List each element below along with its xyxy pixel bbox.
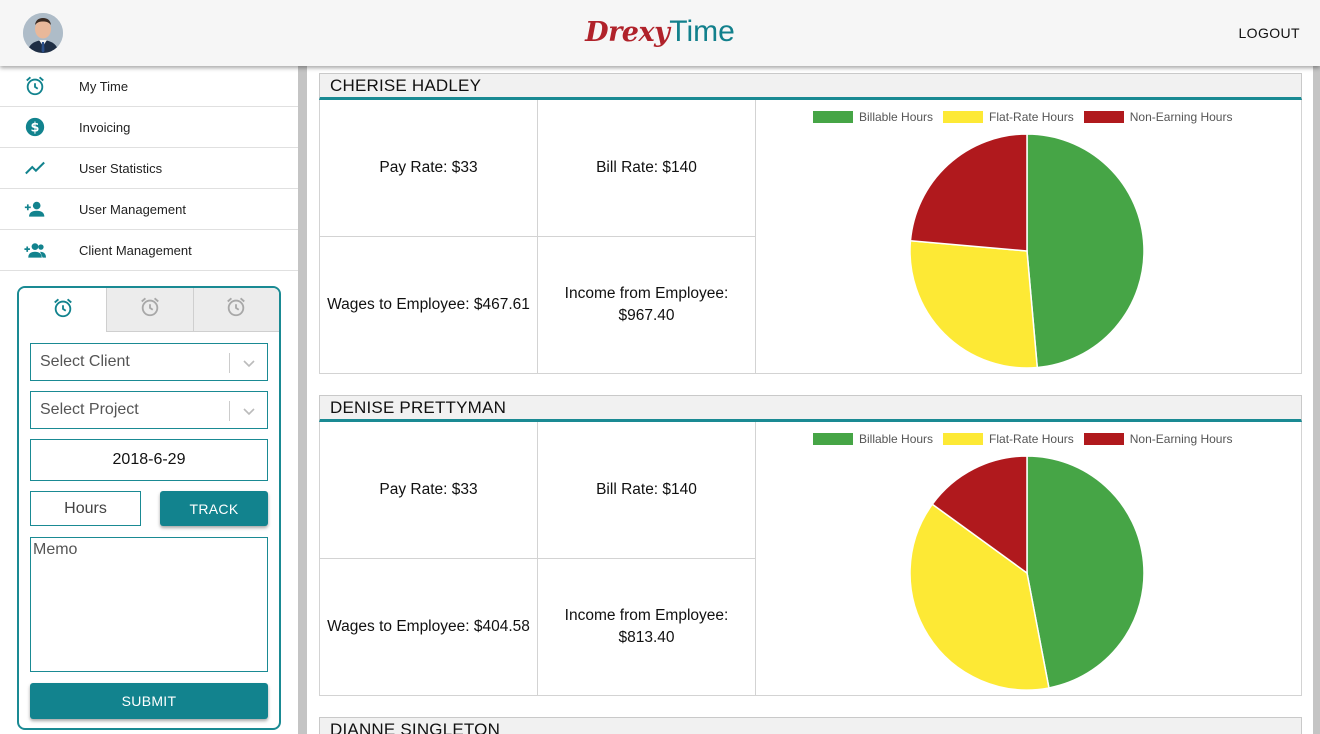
employee-stats-grid: Pay Rate: $33 Bill Rate: $140 Wages to E…	[319, 100, 1302, 374]
sidebar-item-label: User Management	[79, 201, 186, 217]
hours-input[interactable]: Hours	[30, 491, 141, 526]
tab-timer-2[interactable]	[106, 288, 193, 332]
time-tracker-panel: Select Client Select Project 2018-6-29 H…	[17, 286, 281, 730]
tab-timer-3[interactable]	[192, 288, 279, 332]
sidebar-item-my-time[interactable]: My Time	[0, 66, 298, 107]
chevron-down-icon[interactable]	[241, 355, 257, 376]
employee-name: DIANNE SINGLETON	[319, 717, 1302, 734]
pie-slice-non-earning[interactable]	[931, 455, 1028, 575]
pay-rate: Pay Rate: $33	[320, 100, 538, 237]
person-add-icon	[24, 198, 46, 220]
pie-chart[interactable]	[909, 455, 1149, 695]
pay-rate: Pay Rate: $33	[320, 422, 538, 559]
employee-card: CHERISE HADLEY Pay Rate: $33 Bill Rate: …	[319, 73, 1302, 374]
wages-to-employee: Wages to Employee: $467.61	[320, 237, 538, 373]
chart-legend: Billable Hours Flat-Rate Hours Non-Earni…	[813, 432, 1242, 446]
income-value: $813.40	[618, 629, 675, 646]
hours-pie-chart: Billable Hours Flat-Rate Hours Non-Earni…	[756, 422, 1301, 695]
date-field[interactable]: 2018-6-29	[30, 439, 268, 481]
income-from-employee: Income from Employee: $813.40	[538, 559, 756, 695]
legend-label: Billable Hours	[859, 110, 934, 124]
legend-non-earning[interactable]: Non-Earning Hours	[1083, 110, 1233, 124]
pie-slice-billable[interactable]	[1026, 455, 1145, 689]
alarm-clock-icon	[52, 297, 74, 324]
track-button[interactable]: TRACK	[160, 491, 268, 526]
legend-swatch	[813, 433, 853, 445]
avatar[interactable]	[23, 13, 63, 53]
pie-chart[interactable]	[909, 133, 1149, 373]
app-logo[interactable]: DrexyTime	[0, 14, 1320, 51]
svg-text:$: $	[31, 121, 40, 136]
sidebar-item-label: Client Management	[79, 242, 192, 258]
sidebar-item-label: Invoicing	[79, 119, 131, 135]
chevron-down-icon[interactable]	[241, 403, 257, 424]
sidebar-item-invoicing[interactable]: $ Invoicing	[0, 107, 298, 148]
pie-slice-billable[interactable]	[1026, 133, 1145, 369]
pie-slice-flat-rate[interactable]	[909, 503, 1050, 691]
client-select-value: Select Client	[40, 353, 130, 370]
employee-name: DENISE PRETTYMAN	[319, 395, 1302, 422]
employee-stats-grid: Pay Rate: $33 Bill Rate: $140 Wages to E…	[319, 422, 1302, 696]
legend-label: Non-Earning Hours	[1129, 432, 1233, 446]
project-select[interactable]: Select Project	[30, 391, 268, 429]
legend-label: Non-Earning Hours	[1129, 110, 1233, 124]
logo-time: Time	[669, 15, 735, 48]
avatar-image	[23, 13, 63, 53]
income-from-employee: Income from Employee: $967.40	[538, 237, 756, 373]
hours-pie-chart: Billable Hours Flat-Rate Hours Non-Earni…	[756, 100, 1301, 373]
logout-button[interactable]: LOGOUT	[1238, 25, 1300, 41]
income-value: $967.40	[618, 307, 675, 324]
legend-label: Flat-Rate Hours	[989, 432, 1074, 446]
legend-billable[interactable]: Billable Hours	[813, 110, 933, 124]
legend-swatch	[943, 111, 984, 123]
legend-swatch	[1083, 433, 1124, 445]
sidebar-item-client-management[interactable]: Client Management	[0, 230, 298, 271]
chart-legend: Billable Hours Flat-Rate Hours Non-Earni…	[813, 110, 1242, 124]
income-label: Income from Employee:	[564, 607, 729, 624]
legend-flat-rate[interactable]: Flat-Rate Hours	[943, 110, 1074, 124]
pie-slice-flat-rate[interactable]	[909, 239, 1039, 369]
employee-name: CHERISE HADLEY	[319, 73, 1302, 100]
legend-label: Billable Hours	[859, 432, 934, 446]
alarm-clock-icon	[225, 296, 247, 323]
sidebar-item-label: User Statistics	[79, 160, 163, 176]
submit-button[interactable]: SUBMIT	[30, 683, 268, 719]
wages-to-employee: Wages to Employee: $404.58	[320, 559, 538, 695]
select-separator	[229, 401, 230, 421]
trending-up-icon	[24, 157, 46, 179]
group-add-icon	[24, 239, 46, 261]
alarm-clock-icon	[139, 296, 161, 323]
memo-textarea[interactable]: Memo	[30, 537, 268, 672]
legend-non-earning[interactable]: Non-Earning Hours	[1083, 432, 1233, 446]
tab-timer-1[interactable]	[19, 288, 107, 332]
project-select-value: Select Project	[40, 401, 139, 418]
income-label: Income from Employee:	[564, 285, 729, 302]
legend-billable[interactable]: Billable Hours	[813, 432, 933, 446]
legend-swatch	[943, 433, 984, 445]
select-separator	[229, 353, 230, 373]
employee-card: DIANNE SINGLETON	[319, 717, 1302, 734]
top-header: DrexyTime LOGOUT	[0, 0, 1320, 66]
employee-card: DENISE PRETTYMAN Pay Rate: $33 Bill Rate…	[319, 395, 1302, 696]
pie-slice-non-earning[interactable]	[909, 133, 1028, 252]
tracker-tabs	[19, 288, 279, 332]
logo-drexy: Drexy	[585, 17, 670, 48]
sidebar-item-user-statistics[interactable]: User Statistics	[0, 148, 298, 189]
sidebar-item-label: My Time	[79, 78, 129, 94]
alarm-clock-icon	[24, 75, 46, 97]
legend-swatch	[1083, 111, 1124, 123]
main-content[interactable]: CHERISE HADLEY Pay Rate: $33 Bill Rate: …	[307, 66, 1313, 734]
legend-flat-rate[interactable]: Flat-Rate Hours	[943, 432, 1074, 446]
bill-rate: Bill Rate: $140	[538, 100, 756, 237]
bill-rate: Bill Rate: $140	[538, 422, 756, 559]
sidebar-item-user-management[interactable]: User Management	[0, 189, 298, 230]
legend-label: Flat-Rate Hours	[989, 110, 1074, 124]
legend-swatch	[813, 111, 853, 123]
sidebar: My Time $ Invoicing User Statistics User…	[0, 66, 298, 734]
client-select[interactable]: Select Client	[30, 343, 268, 381]
dollar-circle-icon: $	[24, 116, 46, 138]
